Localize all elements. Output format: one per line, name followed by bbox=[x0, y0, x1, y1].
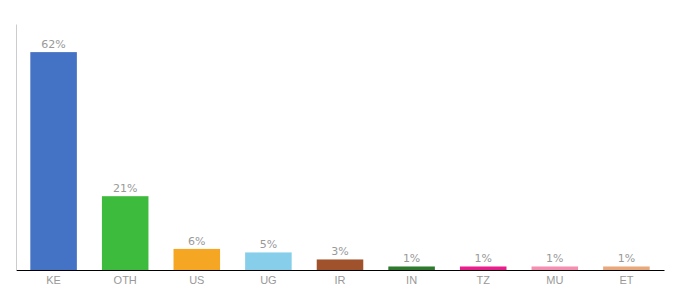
x-tick: ET bbox=[619, 270, 633, 286]
bar bbox=[532, 266, 579, 270]
x-tick-label: IN bbox=[406, 274, 417, 286]
y-axis bbox=[16, 25, 17, 271]
x-tick: OTH bbox=[114, 270, 137, 286]
bar bbox=[317, 259, 364, 270]
bar bbox=[603, 266, 650, 270]
x-tick: IN bbox=[406, 270, 417, 286]
plot: KE OTH US UG IR IN TZ MU ET 62% 21% 6% 5% 3% 1% 1% 1% 1% bbox=[17, 25, 665, 286]
data-label: 3% bbox=[331, 245, 348, 258]
x-tick-label: KE bbox=[46, 274, 61, 286]
x-tick-label: ET bbox=[619, 274, 633, 286]
data-label: 1% bbox=[474, 252, 491, 265]
x-tick-label: UG bbox=[260, 274, 277, 286]
bar bbox=[30, 52, 77, 270]
data-label: 1% bbox=[546, 252, 563, 265]
x-tick: KE bbox=[46, 270, 61, 286]
data-labels: 62% 21% 6% 5% 3% 1% 1% 1% 1% bbox=[41, 38, 635, 265]
y-axis-line bbox=[16, 25, 17, 271]
data-label: 1% bbox=[403, 252, 420, 265]
bar bbox=[102, 196, 149, 270]
x-tick-label: MU bbox=[546, 274, 563, 286]
x-tick: IR bbox=[335, 270, 346, 286]
data-label: 1% bbox=[618, 252, 635, 265]
bar bbox=[245, 252, 292, 270]
bar bbox=[174, 249, 221, 270]
x-tick-label: IR bbox=[335, 274, 346, 286]
x-axis: KE OTH US UG IR IN TZ MU ET bbox=[17, 270, 665, 286]
bar bbox=[460, 266, 507, 270]
x-axis-line bbox=[17, 270, 665, 271]
x-tick-label: OTH bbox=[114, 274, 137, 286]
x-tick: MU bbox=[546, 270, 563, 286]
x-tick-label: US bbox=[189, 274, 204, 286]
x-tick: TZ bbox=[476, 270, 490, 286]
data-label: 62% bbox=[41, 38, 65, 51]
chart: KE OTH US UG IR IN TZ MU ET 62% 21% 6% 5% 3% 1% 1% 1% 1% bbox=[0, 0, 680, 300]
data-label: 6% bbox=[188, 235, 205, 248]
x-tick-label: TZ bbox=[476, 274, 490, 286]
bars bbox=[30, 52, 649, 270]
data-label: 21% bbox=[113, 182, 137, 195]
data-label: 5% bbox=[260, 238, 277, 251]
bar bbox=[388, 266, 435, 270]
x-tick: US bbox=[189, 270, 204, 286]
x-tick: UG bbox=[260, 270, 277, 286]
